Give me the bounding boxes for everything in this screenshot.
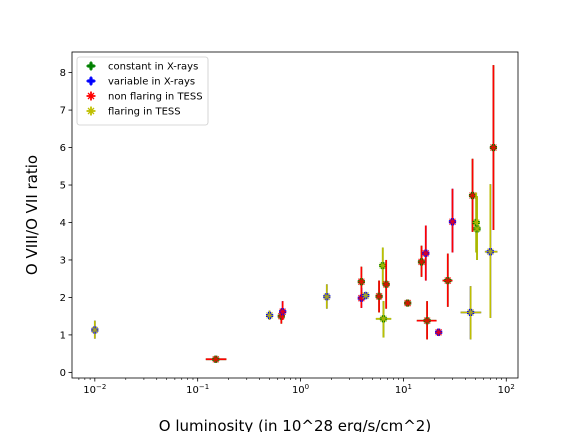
x-tick-label: 101 [395, 383, 412, 396]
data-point [473, 196, 481, 260]
data-point [91, 320, 99, 339]
x-marker [323, 293, 331, 301]
x-marker [423, 317, 431, 325]
data-point [422, 225, 430, 281]
x-marker [379, 261, 387, 270]
legend-item: variable in X-rays [86, 76, 195, 88]
data-point [375, 301, 392, 338]
x-marker [404, 299, 412, 307]
legend-label: flaring in TESS [108, 107, 181, 118]
legend-label: variable in X-rays [108, 77, 195, 88]
x-tick-label: 10−1 [186, 383, 209, 396]
x-marker [444, 276, 452, 285]
data-point [382, 259, 390, 309]
plot-frame [71, 51, 519, 379]
legend-plus-marker [87, 77, 95, 85]
y-tick-label: 1 [60, 330, 66, 341]
legend-x-marker [87, 92, 95, 100]
x-marker [277, 312, 285, 320]
x-axis-label: O luminosity (in 10^28 erg/s/cm^2) [159, 417, 431, 432]
x-marker [212, 355, 220, 363]
x-marker [473, 225, 481, 233]
x-marker [379, 315, 388, 323]
x-marker [265, 311, 274, 320]
data-point [435, 328, 443, 337]
data-point [357, 288, 365, 308]
x-marker [468, 191, 477, 200]
y-tick-label: 6 [60, 143, 66, 154]
data-point [484, 184, 498, 319]
data-point [460, 286, 482, 340]
legend-item: constant in X-rays [86, 61, 198, 73]
y-tick-label: 8 [60, 68, 66, 79]
y-tick-label: 7 [60, 106, 66, 117]
legend-box [76, 56, 209, 126]
data-point [472, 192, 480, 253]
axis-ticks: 0 1 2 3 4 5 6 7 8 10−2 10−1 100 101 102 [60, 68, 515, 396]
legend: constant in X-rays variable in X-rays non … [76, 56, 209, 126]
x-tick-label: 100 [292, 383, 309, 396]
y-tick-label: 4 [60, 218, 66, 229]
x-marker [486, 248, 494, 256]
x-marker [467, 308, 475, 317]
x-tick-label: 10−2 [83, 383, 106, 396]
x-tick-label: 102 [498, 383, 515, 396]
data-point [442, 253, 453, 307]
x-marker [357, 294, 365, 302]
x-marker [362, 291, 370, 300]
data-point [362, 291, 370, 300]
data-point [489, 65, 498, 230]
x-marker [357, 278, 365, 286]
x-marker [279, 308, 287, 316]
x-marker [472, 218, 480, 227]
y-tick-label: 2 [60, 293, 66, 304]
data-point [404, 299, 412, 307]
x-marker [489, 143, 498, 152]
legend-label: constant in X-rays [108, 62, 198, 73]
x-marker [91, 326, 99, 334]
y-axis-label: O VIII/O VII ratio [23, 155, 41, 275]
data-point [416, 301, 437, 340]
data-points [91, 65, 498, 363]
data-point [417, 245, 426, 277]
data-point [375, 280, 383, 313]
data-point [279, 301, 287, 320]
data-point [379, 247, 387, 285]
x-marker [422, 249, 430, 257]
x-marker [375, 292, 383, 300]
legend-x-marker [87, 107, 95, 115]
x-marker [417, 258, 426, 266]
x-marker [435, 328, 443, 336]
data-point [448, 188, 457, 253]
legend-item: flaring in TESS [86, 106, 181, 118]
y-tick-label: 3 [60, 255, 66, 266]
data-point [323, 284, 331, 309]
y-tick-label: 5 [60, 181, 66, 192]
data-point [205, 355, 227, 363]
data-point [265, 310, 274, 320]
legend-item: non flaring in TESS [86, 91, 203, 103]
data-point [468, 158, 477, 232]
x-marker [448, 218, 457, 226]
y-tick-label: 0 [60, 368, 66, 379]
x-marker [382, 280, 390, 288]
legend-label: non flaring in TESS [108, 92, 203, 103]
legend-plus-marker [87, 62, 95, 70]
